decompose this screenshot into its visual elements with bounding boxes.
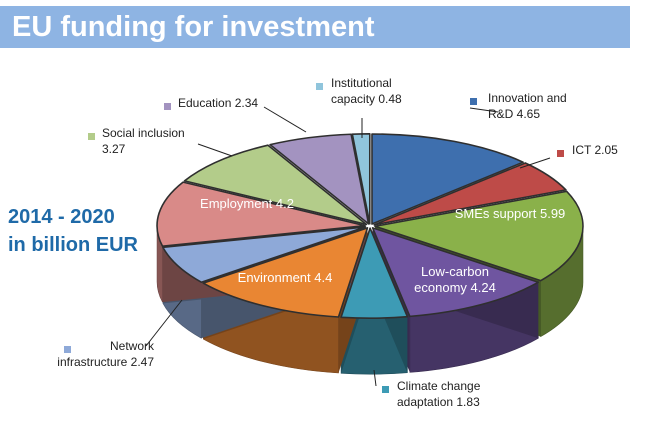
slice-label: Employment 4.2 [200,196,294,211]
slice-label-line: Network [110,339,155,353]
caption-unit: in billion EUR [8,234,138,256]
caption-period: 2014 - 2020 [8,206,115,228]
title-bar: EU funding for investment [0,6,630,48]
slice-label: Institutional capacity 0.48 [331,76,402,106]
slice-label: Innovation and R&D 4.65 [488,91,567,121]
slice-label-line: Education 2.34 [178,96,258,110]
pie-slice-social-inclusion [183,144,368,226]
slice-label-line: ICT 2.05 [572,143,618,157]
slice-label: Climate change adaptation 1.83 [397,379,481,409]
pie-slice-low-carbon-economy [371,227,540,318]
pie-slice-ict [373,162,567,226]
leader-line [263,106,307,133]
pie-slice-climate-change-adaptation [340,227,409,319]
leader-line [519,157,551,169]
label-marker [470,98,477,105]
slice-label: Social inclusion 3.27 [102,126,185,156]
slice-label-line: SMEs support 5.99 [455,206,566,221]
pie-slice-network-infrastructure [162,226,367,283]
label-marker [382,386,389,393]
leader-line [145,299,183,347]
pie-slice-smes-support [374,190,584,282]
slice-label-line: Environment 4.4 [238,270,333,285]
slice-label: Low-carbon economy 4.24 [414,264,496,295]
slice-label: Environment 4.4 [238,270,333,285]
slice-label-line: Climate change [397,379,481,393]
slice-label-line: Institutional [331,76,392,90]
slice-label-line: economy 4.24 [414,280,496,295]
pie-tops [156,133,584,319]
label-marker [316,83,323,90]
chart-caption: 2014 - 2020 in billion EUR [8,203,138,259]
slice-label-line: adaptation 1.83 [397,395,480,409]
pie-slice-innovation-and-r-d [371,133,524,225]
label-marker [557,150,564,157]
pie-slice-employment [156,181,366,247]
slice-label: Network infrastructure 2.47 [57,339,155,369]
page-title: EU funding for investment [12,11,375,43]
slice-label: ICT 2.05 [572,143,618,157]
label-marker [88,133,95,140]
slice-label-line: R&D 4.65 [488,107,540,121]
slice-label-line: capacity 0.48 [331,92,402,106]
slice-label: SMEs support 5.99 [455,206,566,221]
slice-label-line: infrastructure 2.47 [57,355,154,369]
pie-labels: Innovation and R&D 4.65 ICT 2.05 SMEs suppo… [57,76,618,409]
slice-label-line: Innovation and [488,91,567,105]
slice-label-line: Employment 4.2 [200,196,294,211]
label-marker [164,103,171,110]
pie-slice-environment [202,227,369,318]
pie-slice-education [269,133,370,225]
slice-label: Education 2.34 [178,96,258,110]
slice-label-line: Social inclusion [102,126,185,140]
slice-label-line: Low-carbon [421,264,489,279]
leader-line [469,107,499,113]
leader-line [197,143,233,157]
label-marker [64,346,71,353]
slice-label-line: 3.27 [102,142,126,156]
leader-line [373,369,377,387]
pie-slice-institutional-capacity [351,133,371,225]
